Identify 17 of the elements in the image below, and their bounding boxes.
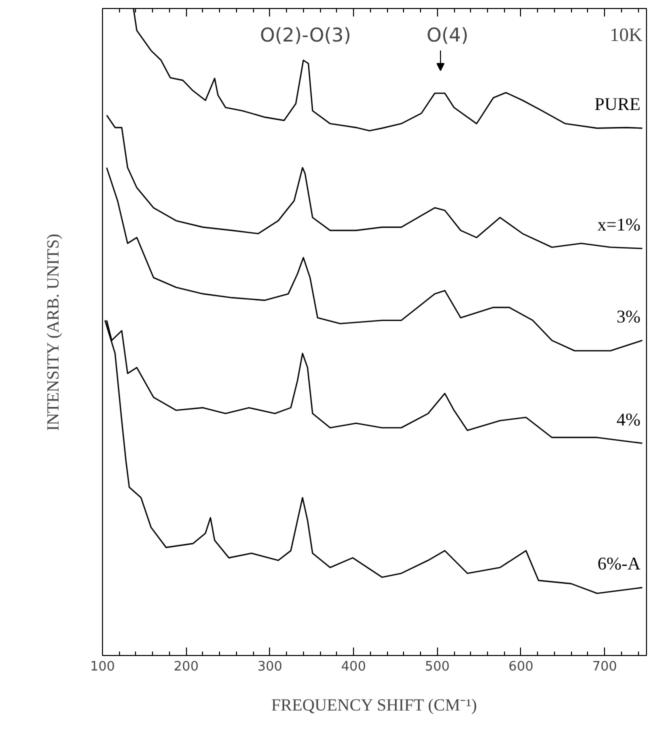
x-tick-label: 300 (257, 660, 282, 674)
series-label: x=1% (597, 214, 641, 235)
annotation: O(4) (426, 24, 468, 46)
x-tick-label: 400 (341, 660, 366, 674)
x-tick-label: 200 (174, 660, 199, 674)
x-axis-title: FREQUENCY SHIFT (CM⁻¹) (271, 696, 477, 714)
series-label: 3% (616, 306, 641, 326)
x-tick-label: 600 (508, 660, 534, 674)
y-axis-title: INTENSITY (ARB. UNITS) (44, 234, 62, 431)
annotation: O(2)-O(3) (260, 24, 352, 46)
x-tick-label: 700 (592, 660, 618, 674)
x-tick-label: 100 (90, 660, 115, 674)
series-label: 6%-A (598, 554, 641, 574)
x-tick-label: 500 (424, 660, 450, 674)
series-label: 4% (616, 409, 641, 430)
annotation: 10K (610, 25, 643, 46)
series-label: PURE (594, 94, 641, 114)
